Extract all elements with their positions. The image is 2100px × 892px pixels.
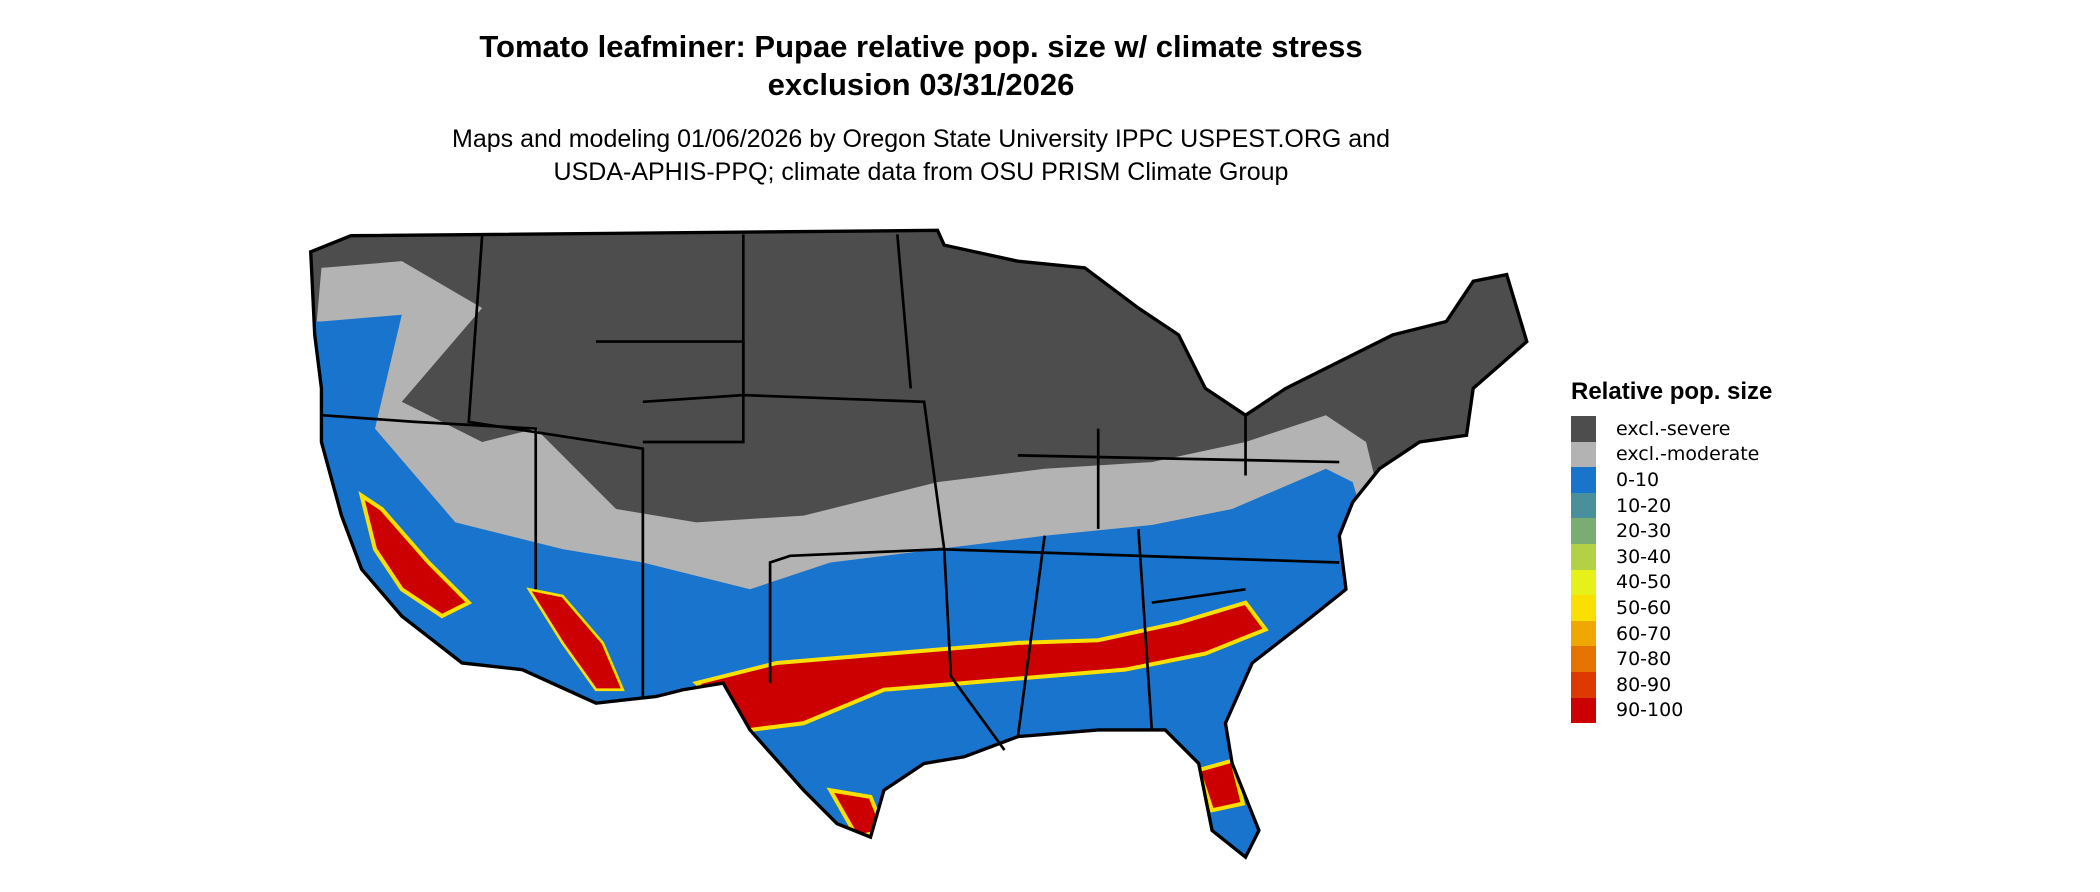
- legend-label: 10-20: [1616, 494, 1672, 517]
- legend-swatch: [1571, 492, 1596, 519]
- legend-item: 80-90: [1571, 671, 1772, 698]
- high-pop-florida: [1196, 758, 1246, 813]
- legend-swatch: [1571, 697, 1596, 724]
- legend-label: excl.-moderate: [1616, 443, 1760, 466]
- state-borders: [321, 234, 1340, 751]
- map-subtitle-line1: Maps and modeling 01/06/2026 by Oregon S…: [452, 125, 1390, 153]
- legend-swatch: [1571, 671, 1596, 698]
- legend-title: Relative pop. size: [1571, 378, 1773, 405]
- legend-swatch: [1571, 518, 1596, 544]
- legend-item: 90-100: [1571, 697, 1772, 724]
- legend-swatch: [1571, 646, 1596, 672]
- legend: Relative pop. size excl.-severe excl.-mod…: [1571, 378, 1773, 724]
- map-title-line2: exclusion 03/31/2026: [767, 67, 1075, 102]
- map-title-line1: Tomato leafminer: Pupae relative pop. si…: [479, 29, 1363, 64]
- high-pop-arizona: [526, 587, 625, 692]
- legend-item: 40-50: [1571, 569, 1772, 596]
- legend-swatch: [1571, 441, 1596, 468]
- legend-item: 10-20: [1571, 492, 1772, 519]
- legend-swatch: [1571, 543, 1596, 570]
- legend-label: 0-10: [1616, 468, 1660, 491]
- legend-item: 50-60: [1571, 595, 1772, 621]
- legend-swatch: [1571, 569, 1596, 596]
- high-pop-california: [358, 491, 473, 619]
- legend-label: 30-40: [1616, 545, 1672, 568]
- legend-label: 40-50: [1616, 571, 1672, 594]
- legend-label: excl.-severe: [1616, 417, 1731, 440]
- legend-label: 90-100: [1616, 699, 1684, 722]
- legend-label: 80-90: [1616, 673, 1672, 696]
- legend-item: 30-40: [1571, 543, 1772, 570]
- legend-label: 20-30: [1616, 520, 1672, 543]
- map-subtitle-line2: USDA-APHIS-PPQ; climate data from OSU PR…: [553, 158, 1289, 186]
- legend-item: excl.-moderate: [1571, 441, 1772, 468]
- legend-swatch: [1571, 620, 1596, 647]
- legend-swatch: [1571, 595, 1596, 621]
- legend-item: 20-30: [1571, 518, 1772, 544]
- legend-label: 60-70: [1616, 622, 1672, 645]
- legend-label: 70-80: [1616, 648, 1672, 671]
- legend-items: excl.-severe excl.-moderate 0-10 10-20 20-30…: [1571, 416, 1772, 724]
- legend-item: 0-10: [1571, 467, 1772, 493]
- legend-label: 50-60: [1616, 596, 1672, 619]
- legend-item: excl.-severe: [1571, 416, 1772, 442]
- legend-item: 60-70: [1571, 620, 1772, 647]
- legend-swatch: [1571, 416, 1596, 442]
- legend-swatch: [1571, 467, 1596, 493]
- high-pop-band: [692, 600, 1269, 733]
- legend-item: 70-80: [1571, 646, 1772, 672]
